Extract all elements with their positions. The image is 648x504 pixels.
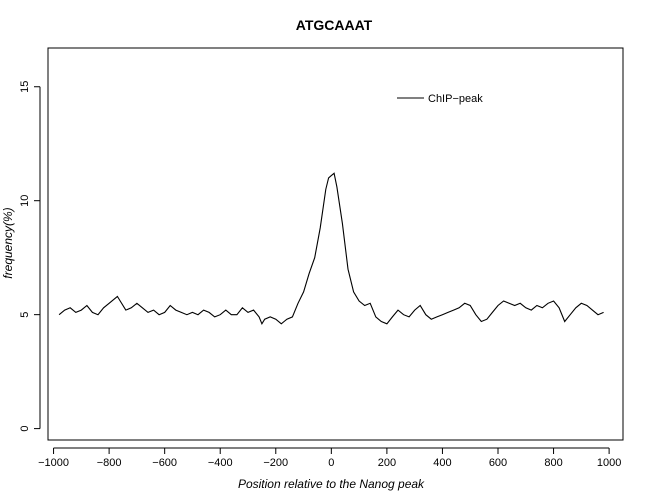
- x-tick-label: 200: [378, 457, 396, 469]
- x-tick-label: 400: [433, 457, 451, 469]
- x-tick-label: −600: [152, 457, 177, 469]
- x-tick-label: −1000: [38, 457, 69, 469]
- x-tick-label: 800: [544, 457, 562, 469]
- y-axis-label: frequency(%): [1, 207, 15, 278]
- legend-label: ChIP−peak: [428, 93, 483, 105]
- plot-frame: [47, 47, 624, 441]
- chart-title: ATGCAAAT: [296, 17, 373, 33]
- x-tick-label: 0: [328, 457, 334, 469]
- y-tick-label: 5: [19, 312, 31, 318]
- x-axis: −1000 −800 −600 −400 −200 0 200 400 600 800 1000: [38, 447, 621, 469]
- series-line-chip-peak: [58, 172, 604, 326]
- x-tick-label: 600: [489, 457, 507, 469]
- y-tick-label: 0: [19, 426, 31, 432]
- y-axis: 0 5 10 15: [19, 81, 41, 432]
- x-tick-label: 1000: [597, 457, 621, 469]
- legend: ChIP−peak: [397, 93, 483, 105]
- x-tick-label: −800: [97, 457, 122, 469]
- x-axis-label: Position relative to the Nanog peak: [238, 477, 425, 491]
- y-tick-label: 15: [19, 81, 31, 93]
- x-tick-label: −400: [208, 457, 233, 469]
- y-tick-label: 10: [19, 195, 31, 207]
- x-tick-label: −200: [263, 457, 288, 469]
